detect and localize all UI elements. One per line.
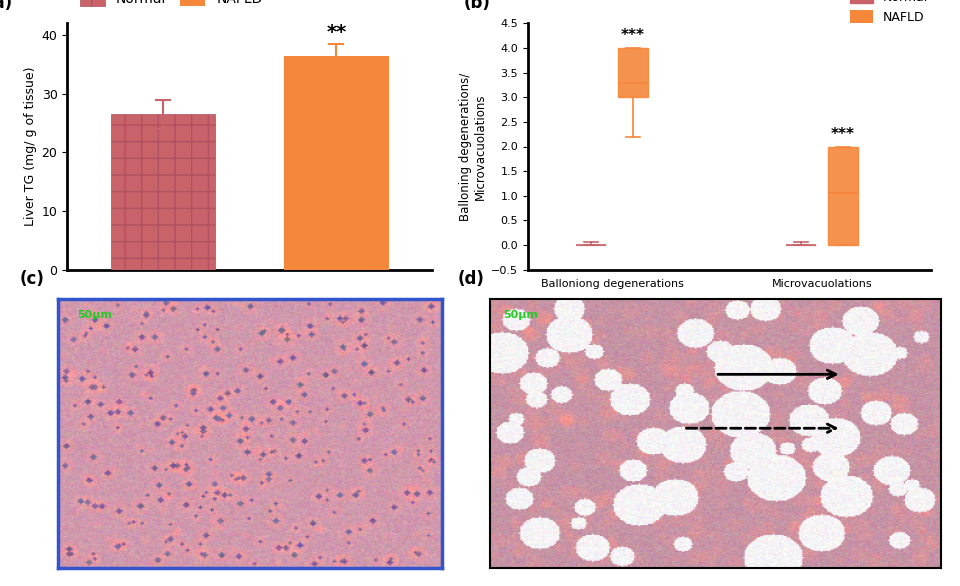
Legend: Normal, NAFLD: Normal, NAFLD — [845, 0, 933, 29]
Text: **: ** — [326, 23, 347, 42]
Text: (d): (d) — [458, 270, 485, 288]
PathPatch shape — [618, 48, 648, 97]
Text: ***: *** — [831, 127, 855, 142]
Text: 50μm: 50μm — [503, 310, 539, 320]
PathPatch shape — [828, 146, 857, 245]
Y-axis label: Liver TG (mg/ g of tissue): Liver TG (mg/ g of tissue) — [24, 67, 37, 226]
Y-axis label: Balloning degenerations/
Microvacuolations: Balloning degenerations/ Microvacuolatio… — [459, 73, 487, 220]
Text: (b): (b) — [464, 0, 491, 12]
Text: (a): (a) — [0, 0, 13, 12]
Text: 50μm: 50μm — [77, 310, 111, 320]
Bar — [284, 56, 389, 270]
Bar — [110, 114, 215, 270]
Legend: Normal, NAFLD: Normal, NAFLD — [74, 0, 268, 12]
Text: (c): (c) — [19, 270, 44, 288]
Text: ***: *** — [621, 28, 645, 43]
